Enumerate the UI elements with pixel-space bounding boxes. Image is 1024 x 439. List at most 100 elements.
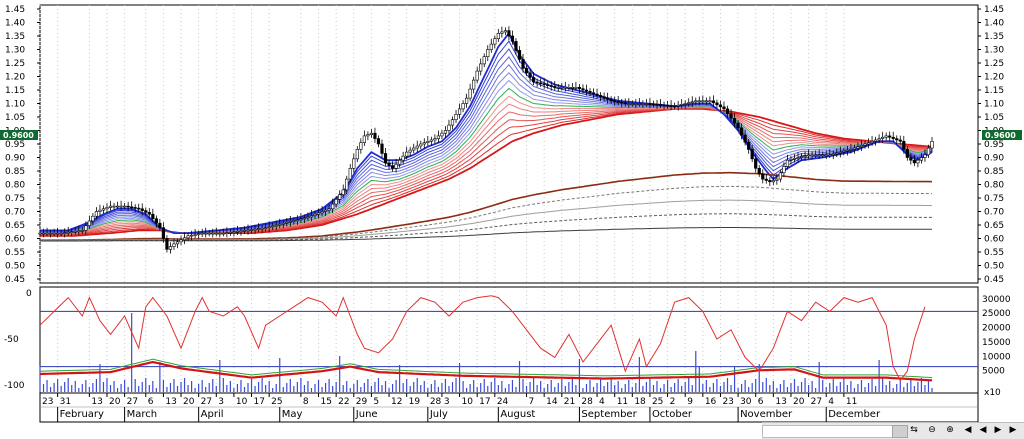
candle-body bbox=[38, 232, 42, 235]
candle bbox=[256, 223, 261, 233]
candle bbox=[440, 129, 444, 140]
candle bbox=[799, 153, 804, 161]
candle bbox=[919, 153, 924, 164]
candle bbox=[41, 228, 46, 238]
candle-body bbox=[119, 205, 123, 208]
candle bbox=[63, 228, 67, 238]
price-tick-left: 0.70 bbox=[5, 208, 25, 218]
candle bbox=[73, 226, 77, 235]
candle bbox=[852, 144, 857, 154]
candle bbox=[680, 99, 684, 109]
candle-body bbox=[644, 103, 649, 105]
candle-body bbox=[581, 88, 585, 91]
month-label: August bbox=[500, 409, 535, 420]
zoom-in-icon[interactable]: ⊕ bbox=[946, 425, 954, 435]
candle bbox=[849, 144, 853, 154]
candle bbox=[729, 109, 733, 122]
day-tick: 18 bbox=[634, 397, 646, 407]
candle bbox=[327, 204, 331, 214]
price-tick-right: 0.75 bbox=[984, 194, 1004, 204]
price-tick-left: 1.40 bbox=[5, 19, 25, 29]
candle-body bbox=[609, 99, 613, 102]
candle-body bbox=[750, 149, 754, 160]
day-tick: 11 bbox=[846, 397, 857, 407]
candle bbox=[768, 177, 772, 187]
candle bbox=[807, 149, 811, 159]
candle-body bbox=[687, 102, 691, 104]
scroll-track[interactable] bbox=[762, 425, 894, 438]
scroll-start-icon[interactable]: ◀ bbox=[964, 425, 972, 435]
price-tick-left: 1.30 bbox=[5, 46, 25, 56]
candle bbox=[401, 151, 405, 165]
candle bbox=[778, 169, 782, 183]
date-axis: 23 31 13 20 27 6 13 20 27 3 10 17 25 8 15 22 29 5 12 19 28 3 1… bbox=[39, 392, 979, 423]
price-tick-left: 1.20 bbox=[5, 73, 25, 83]
candle bbox=[200, 228, 204, 238]
candle-body bbox=[627, 103, 631, 105]
day-tick: 28 bbox=[430, 397, 442, 407]
candle-body bbox=[764, 178, 768, 181]
candle-body bbox=[387, 162, 391, 166]
candle-body bbox=[623, 102, 627, 105]
day-tick: 6 bbox=[758, 397, 764, 407]
candle bbox=[80, 227, 84, 235]
candle bbox=[179, 235, 183, 246]
day-tick: 13 bbox=[775, 397, 786, 407]
candle-body bbox=[754, 158, 758, 169]
candle bbox=[352, 153, 356, 173]
candle bbox=[866, 138, 871, 149]
candle bbox=[362, 130, 366, 146]
price-tick-left: 0.45 bbox=[5, 275, 25, 285]
scroll-end-icon[interactable]: ▶ bbox=[1009, 425, 1017, 435]
candle-body bbox=[144, 210, 148, 213]
candle bbox=[172, 238, 176, 250]
month-label: February bbox=[60, 409, 104, 420]
candle-body bbox=[560, 87, 564, 89]
candle-body bbox=[771, 180, 775, 183]
candle-body bbox=[267, 226, 271, 229]
month-label: December bbox=[828, 409, 881, 420]
candle-body bbox=[556, 87, 560, 89]
scroll-left-icon[interactable]: ◀ bbox=[979, 425, 987, 435]
candle bbox=[789, 156, 793, 165]
candle-body bbox=[888, 135, 892, 138]
zoom-out-icon[interactable]: ⊖ bbox=[928, 425, 936, 435]
candle-body bbox=[542, 83, 546, 85]
indicator-tick-right: 25000 bbox=[982, 309, 1011, 319]
candle bbox=[193, 229, 197, 239]
candle-body bbox=[450, 119, 455, 126]
chart-scrollbar[interactable]: ⇆ ⊖ ⊕ ◀ ◀ ▶ ▶ bbox=[762, 422, 1024, 439]
candle bbox=[732, 112, 737, 128]
candle bbox=[553, 81, 557, 91]
scroll-thumb[interactable] bbox=[892, 425, 908, 438]
candle bbox=[602, 92, 606, 102]
candle-body bbox=[190, 234, 194, 237]
candle-body bbox=[369, 132, 374, 135]
month-label: April bbox=[201, 409, 224, 420]
price-tick-left: 1.15 bbox=[5, 86, 25, 96]
candle bbox=[493, 35, 497, 49]
candle-body bbox=[101, 208, 106, 211]
candle bbox=[115, 201, 120, 210]
price-tick-left: 1.10 bbox=[5, 100, 25, 110]
candle-body bbox=[725, 108, 730, 114]
candle bbox=[228, 228, 232, 236]
candle-body bbox=[376, 138, 381, 145]
candle-body bbox=[539, 82, 543, 85]
candle-body bbox=[77, 230, 81, 233]
candle-body bbox=[161, 227, 165, 239]
candle bbox=[546, 81, 550, 89]
pan-icon[interactable]: ⇆ bbox=[910, 425, 918, 435]
candle-body bbox=[567, 87, 571, 89]
price-tick-right: 1.45 bbox=[984, 5, 1004, 15]
candle-body bbox=[182, 237, 187, 241]
candle bbox=[577, 84, 582, 93]
candle-body bbox=[655, 103, 659, 106]
candle-body bbox=[916, 159, 920, 164]
candle bbox=[708, 96, 712, 105]
scroll-right-icon[interactable]: ▶ bbox=[994, 425, 1002, 435]
candle-body bbox=[323, 209, 328, 212]
month-label: July bbox=[429, 409, 448, 420]
candle-body bbox=[59, 232, 63, 235]
candle-body bbox=[154, 218, 158, 224]
